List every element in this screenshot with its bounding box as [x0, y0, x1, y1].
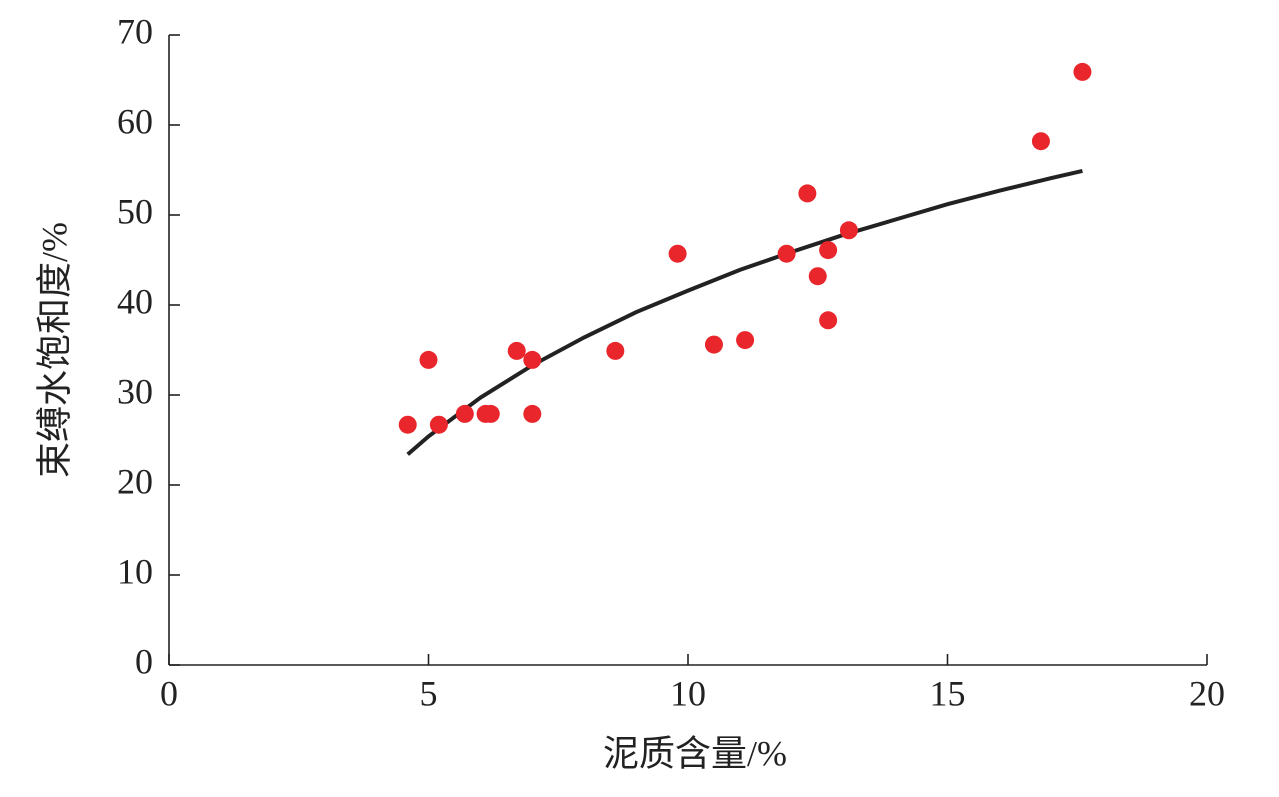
data-point — [429, 415, 448, 434]
y-tick-label: 20 — [117, 461, 153, 501]
data-point — [481, 404, 500, 423]
y-tick-label: 0 — [135, 641, 153, 681]
data-point — [455, 404, 474, 423]
data-point — [819, 311, 838, 330]
y-tick-label: 60 — [117, 101, 153, 141]
data-point — [398, 415, 417, 434]
x-tick-label: 15 — [930, 673, 966, 713]
x-tick-label: 10 — [670, 673, 706, 713]
data-point — [1031, 132, 1050, 151]
data-point — [798, 184, 817, 203]
x-tick-label: 5 — [420, 673, 438, 713]
data-point — [839, 221, 858, 240]
data-point — [808, 267, 827, 286]
y-tick-label: 70 — [117, 11, 153, 51]
data-point — [668, 244, 687, 263]
data-point — [606, 341, 625, 360]
y-tick-label: 50 — [117, 191, 153, 231]
data-point — [419, 350, 438, 369]
fit-curve — [406, 168, 1083, 456]
data-point — [777, 244, 796, 263]
y-tick-label: 30 — [117, 371, 153, 411]
data-point — [523, 404, 542, 423]
data-point — [507, 341, 526, 360]
data-point — [1073, 62, 1092, 81]
x-tick-label: 20 — [1189, 673, 1225, 713]
x-axis-label: 泥质含量/% — [603, 733, 787, 773]
data-point — [523, 350, 542, 369]
y-tick-label: 10 — [117, 551, 153, 591]
y-tick-label: 40 — [117, 281, 153, 321]
data-point — [819, 241, 838, 260]
y-axis-label: 束缚水饱和度/% — [34, 222, 74, 478]
x-tick-label: 0 — [160, 673, 178, 713]
data-point — [736, 331, 755, 350]
data-point — [704, 335, 723, 354]
